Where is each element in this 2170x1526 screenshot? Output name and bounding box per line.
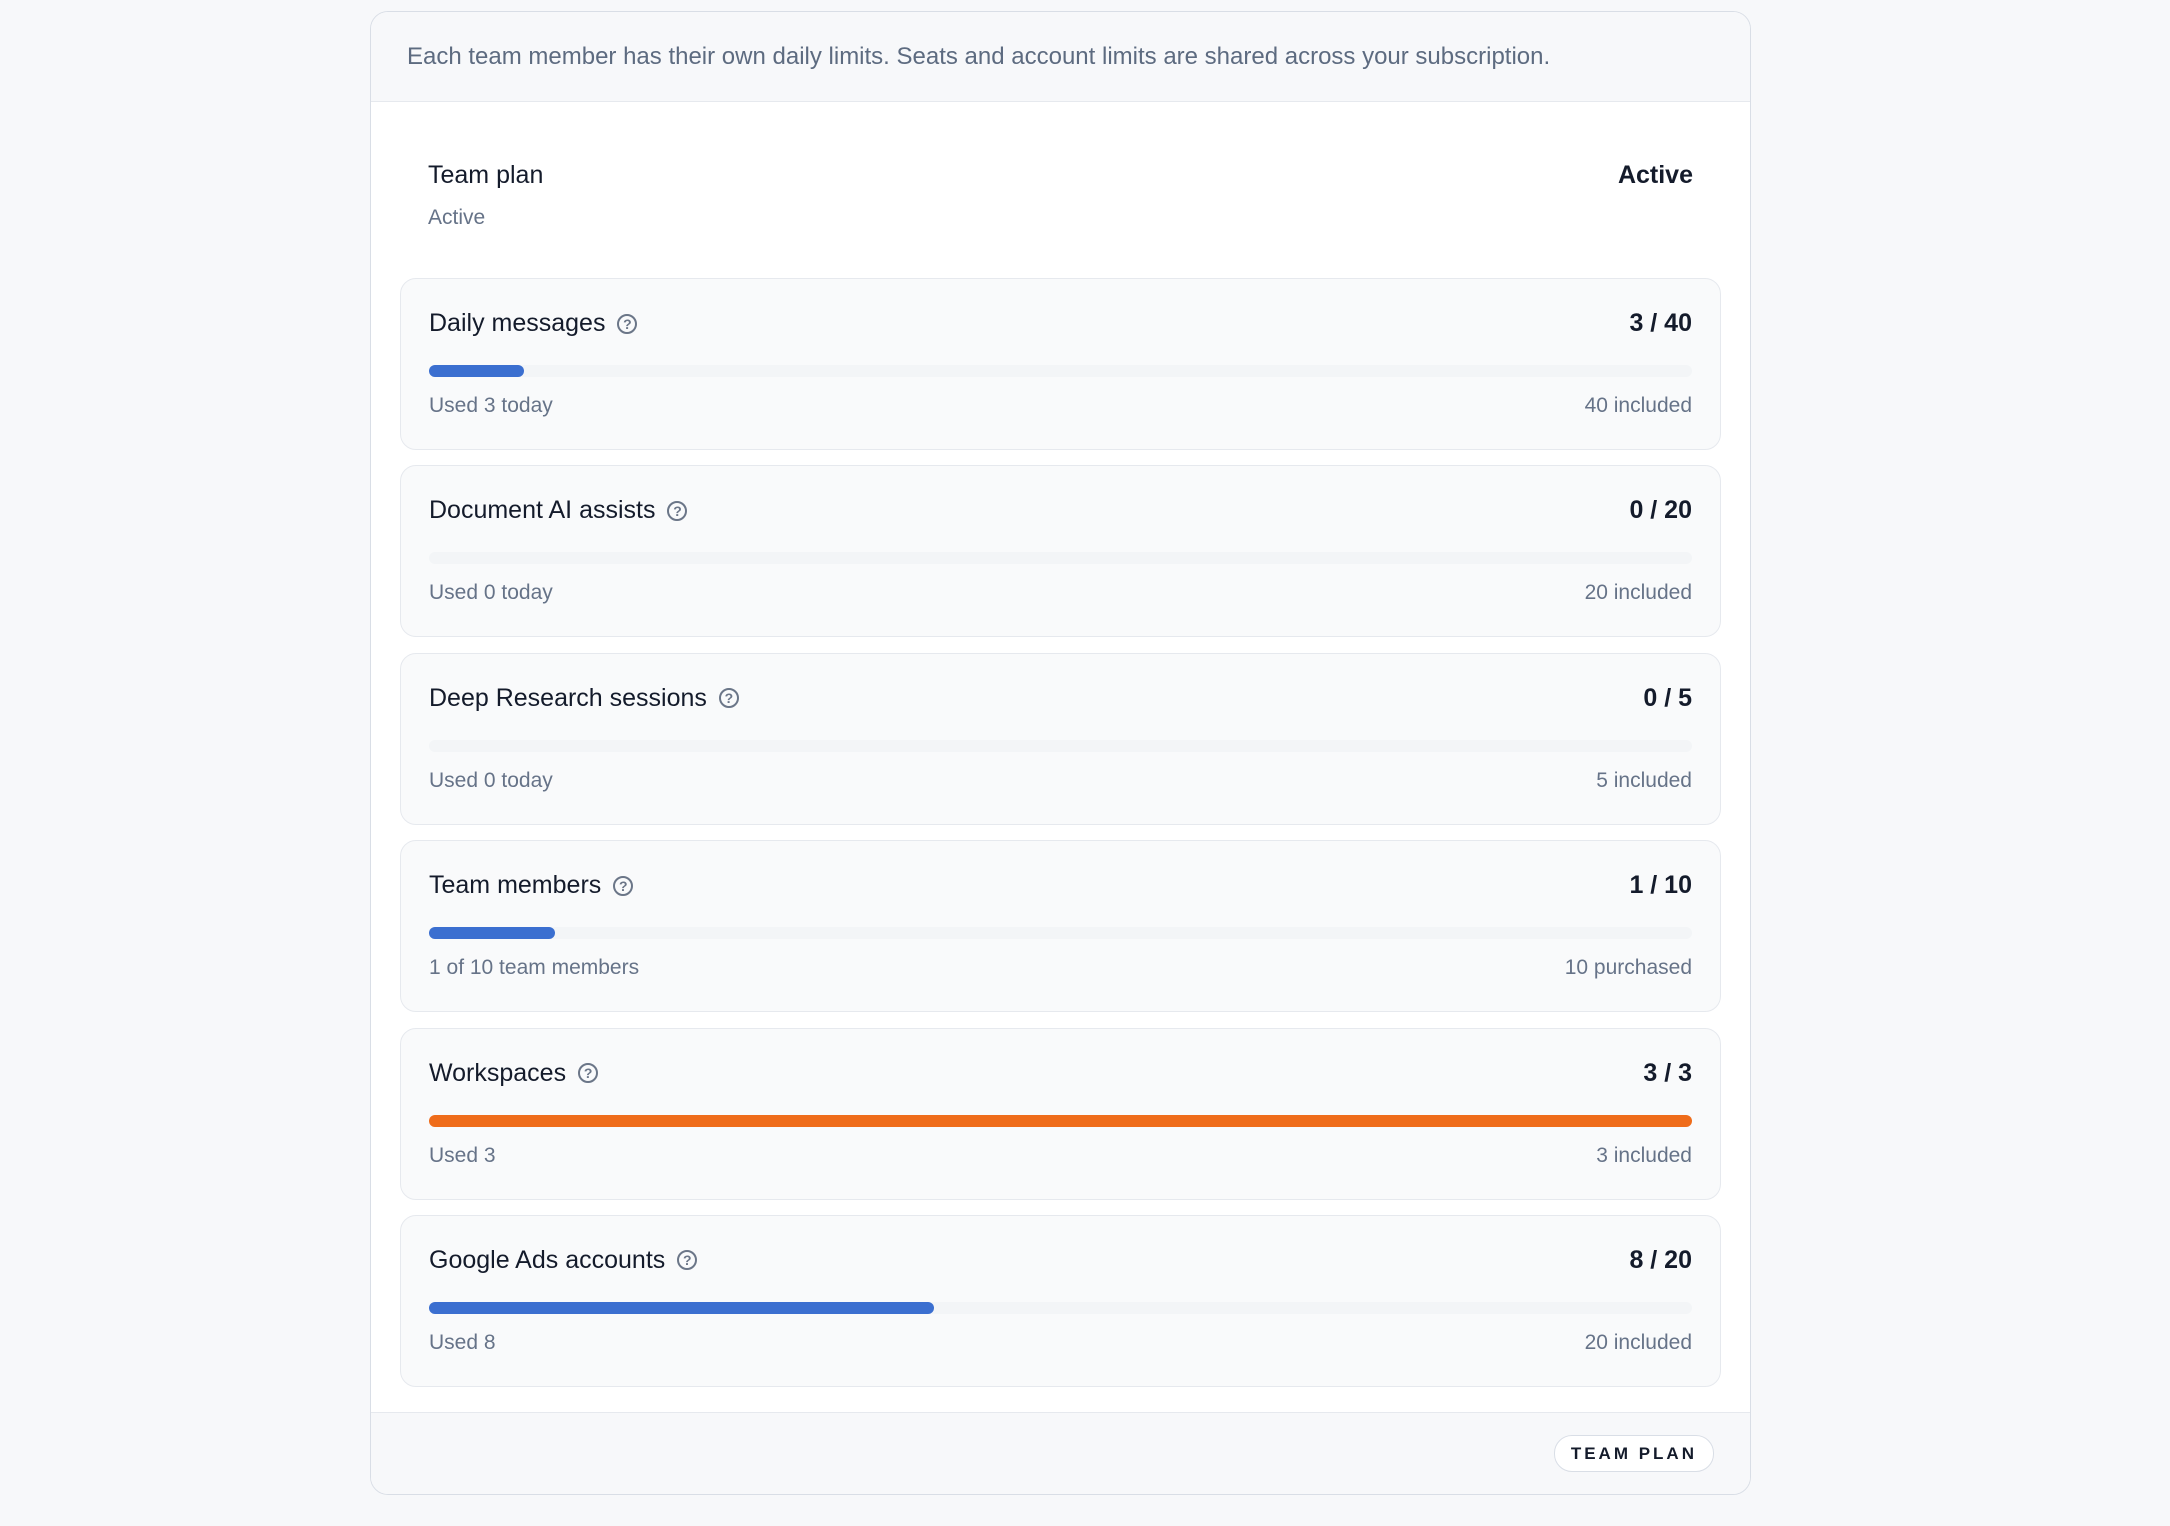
usage-list: Daily messages? 3 / 40 Used 3 today 40 i…: [400, 278, 1721, 1402]
usage-card: Each team member has their own daily lim…: [370, 11, 1751, 1495]
usage-item-included: 20 included: [1584, 581, 1692, 605]
usage-item-label: Workspaces: [429, 1058, 567, 1087]
help-circle-icon[interactable]: ?: [613, 875, 634, 896]
usage-item-included: 5 included: [1596, 768, 1692, 792]
usage-item-label: Google Ads accounts: [429, 1245, 666, 1274]
usage-progress-bar: [429, 552, 1692, 565]
plan-status: Active: [1617, 161, 1693, 189]
usage-item-value: 0 / 5: [1643, 683, 1692, 712]
plan-title: Team plan: [428, 161, 544, 189]
usage-item: Google Ads accounts? 8 / 20 Used 8 20 in…: [400, 1214, 1721, 1387]
usage-item-detail: Used 8: [429, 1330, 496, 1354]
card-footer: TEAM PLAN: [371, 1412, 1750, 1494]
usage-item-detail: Used 0 today: [429, 768, 553, 792]
plan-subtitle: Active: [428, 206, 486, 229]
usage-item-label: Daily messages: [429, 309, 606, 337]
usage-progress-fill: [429, 1114, 1692, 1127]
usage-item-label: Team members: [429, 871, 602, 900]
usage-item-included: 10 purchased: [1564, 956, 1692, 980]
usage-item-included: 20 included: [1584, 1330, 1692, 1354]
usage-item: Document AI assists? 0 / 20 Used 0 today…: [400, 465, 1721, 638]
usage-item-included: 3 included: [1596, 1143, 1692, 1167]
usage-item-label: Document AI assists: [429, 496, 656, 525]
usage-progress-bar: [429, 365, 1692, 377]
usage-progress-fill: [429, 365, 524, 377]
help-circle-icon[interactable]: ?: [617, 313, 638, 334]
help-circle-icon[interactable]: ?: [667, 500, 688, 521]
usage-notice: Each team member has their own daily lim…: [371, 12, 1750, 102]
usage-item-name: Daily messages?: [429, 309, 638, 338]
help-circle-icon[interactable]: ?: [578, 1063, 599, 1084]
usage-progress-fill: [429, 927, 556, 940]
usage-item-detail: Used 0 today: [429, 581, 553, 605]
plan-summary: Team plan Active Active: [371, 102, 1750, 274]
usage-item: Deep Research sessions? 0 / 5 Used 0 tod…: [400, 652, 1721, 825]
usage-progress-bar: [429, 739, 1692, 752]
usage-progress-bar: [429, 927, 1692, 940]
usage-item-label: Deep Research sessions: [429, 683, 707, 712]
usage-item-name: Team members?: [429, 871, 634, 900]
usage-progress-bar: [429, 1301, 1692, 1314]
usage-item-value: 8 / 20: [1629, 1245, 1692, 1274]
usage-progress-bar: [429, 1114, 1692, 1127]
usage-item-included: 40 included: [1584, 394, 1692, 417]
usage-item-detail: Used 3 today: [429, 394, 553, 417]
usage-item-detail: Used 3: [429, 1143, 496, 1167]
usage-item: Team members? 1 / 10 1 of 10 team member…: [400, 840, 1721, 1013]
usage-item-detail: 1 of 10 team members: [429, 956, 640, 980]
usage-item-value: 1 / 10: [1629, 871, 1692, 900]
help-circle-icon[interactable]: ?: [718, 688, 739, 709]
usage-item-name: Deep Research sessions?: [429, 684, 739, 713]
usage-item-name: Workspaces?: [429, 1058, 599, 1088]
help-circle-icon[interactable]: ?: [677, 1250, 698, 1271]
usage-item-name: Document AI assists?: [429, 496, 688, 525]
usage-item-value: 3 / 40: [1629, 309, 1692, 337]
usage-item-name: Google Ads accounts?: [429, 1245, 698, 1275]
usage-item-value: 0 / 20: [1629, 496, 1692, 525]
usage-item: Workspaces? 3 / 3 Used 3 3 included: [400, 1027, 1721, 1200]
plan-badge: TEAM PLAN: [1553, 1435, 1714, 1472]
usage-item: Daily messages? 3 / 40 Used 3 today 40 i…: [400, 278, 1721, 450]
usage-progress-fill: [429, 1301, 935, 1314]
usage-item-value: 3 / 3: [1643, 1058, 1692, 1087]
